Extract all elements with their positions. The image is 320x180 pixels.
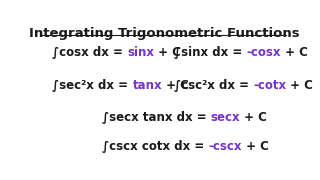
Text: -cosx: -cosx bbox=[246, 46, 281, 59]
Text: sinx: sinx bbox=[127, 46, 155, 59]
Text: ∫csc²x dx =: ∫csc²x dx = bbox=[174, 79, 253, 92]
Text: -cotx: -cotx bbox=[253, 79, 286, 92]
Text: secx: secx bbox=[211, 111, 240, 124]
Text: + C: + C bbox=[162, 79, 189, 92]
Text: ∫cosx dx =: ∫cosx dx = bbox=[52, 46, 127, 59]
Text: -cscx: -cscx bbox=[208, 140, 242, 153]
Text: Integrating Trigonometric Functions: Integrating Trigonometric Functions bbox=[29, 27, 299, 40]
Text: + C: + C bbox=[242, 140, 269, 153]
Text: tanx: tanx bbox=[132, 79, 162, 92]
Text: + C: + C bbox=[240, 111, 267, 124]
Text: ∫sinx dx =: ∫sinx dx = bbox=[174, 46, 246, 59]
Text: ∫cscx cotx dx =: ∫cscx cotx dx = bbox=[102, 140, 208, 153]
Text: + C: + C bbox=[281, 46, 308, 59]
Text: ∫sec²x dx =: ∫sec²x dx = bbox=[52, 79, 132, 92]
Text: + C: + C bbox=[155, 46, 181, 59]
Text: + C: + C bbox=[286, 79, 313, 92]
Text: ∫secx tanx dx =: ∫secx tanx dx = bbox=[102, 111, 211, 124]
